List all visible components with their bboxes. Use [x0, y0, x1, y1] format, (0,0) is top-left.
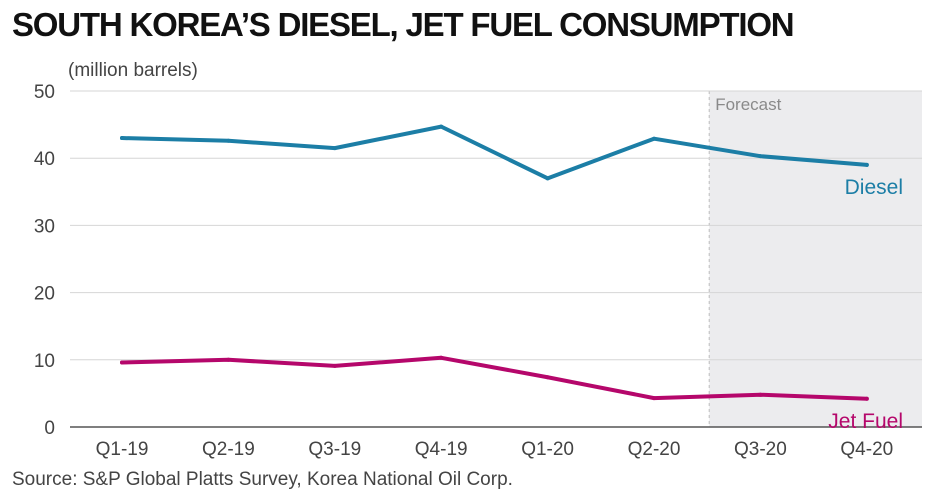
x-tick-label: Q4-19 [415, 439, 468, 460]
diesel-data-point [332, 146, 337, 151]
jet-fuel-data-point [439, 355, 444, 360]
y-tick-label: 50 [34, 82, 55, 103]
diesel-series-line [120, 124, 869, 181]
diesel-data-point [439, 124, 444, 129]
y-axis-unit-label: (million barrels) [68, 60, 198, 81]
forecast-shading [709, 91, 922, 427]
jet-fuel-data-point [120, 360, 124, 365]
y-tick-label: 30 [34, 216, 55, 237]
diesel-data-point [226, 138, 231, 143]
y-tick-label: 20 [34, 284, 55, 305]
jet-fuel-data-point [652, 396, 656, 401]
jet-fuel-series-line [120, 355, 869, 401]
diesel-data-point [545, 176, 550, 181]
x-tick-label: Q1-20 [521, 439, 574, 460]
jet-fuel-data-point [545, 375, 550, 380]
jet-fuel-data-point [226, 357, 231, 362]
x-tick-label: Q2-19 [202, 439, 255, 460]
jet-fuel-data-point [758, 392, 763, 397]
x-tick-label: Q2-20 [628, 439, 681, 460]
y-axis-ticks: 0 10 20 30 40 50 [34, 82, 55, 439]
jet-fuel-data-point [864, 396, 869, 401]
x-tick-label: Q4-20 [840, 439, 893, 460]
series-lines: Diesel Jet Fuel [120, 124, 903, 433]
chart-title: SOUTH KOREA’S DIESEL, JET FUEL CONSUMPTI… [12, 6, 795, 43]
diesel-data-point [864, 162, 869, 167]
y-tick-label: 40 [34, 149, 55, 170]
x-tick-label: Q3-20 [734, 439, 787, 460]
jet-fuel-data-point [332, 363, 337, 368]
y-tick-label: 10 [34, 351, 55, 372]
y-tick-label: 0 [44, 418, 55, 439]
x-tick-label: Q3-19 [308, 439, 361, 460]
x-axis-ticks: Q1-19 Q2-19 Q3-19 Q4-19 Q1-20 Q2-20 Q3-20 Q4-20 [96, 439, 894, 460]
diesel-series-label: Diesel [845, 176, 903, 199]
diesel-data-point [120, 136, 124, 141]
forecast-label: Forecast [715, 95, 781, 114]
diesel-data-point [652, 136, 656, 141]
jet-fuel-series-label: Jet Fuel [828, 410, 903, 433]
diesel-data-point [758, 154, 763, 159]
source-note: Source: S&P Global Platts Survey, Korea … [12, 469, 513, 490]
x-tick-label: Q1-19 [96, 439, 149, 460]
